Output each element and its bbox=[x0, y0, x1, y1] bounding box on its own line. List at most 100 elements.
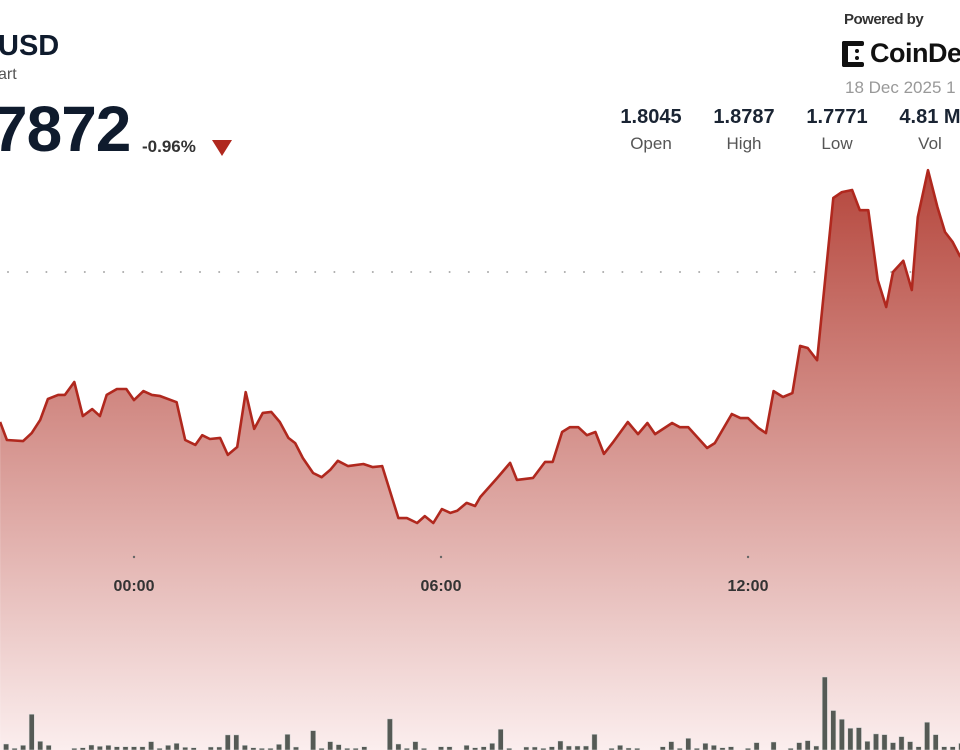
volume-bar bbox=[890, 742, 896, 750]
grid-dot bbox=[45, 271, 48, 273]
volume-bar bbox=[250, 747, 257, 750]
grid-dot bbox=[199, 271, 201, 273]
grid-dot bbox=[83, 271, 86, 273]
volume-bar bbox=[702, 743, 709, 750]
stat-label: Open bbox=[630, 134, 672, 153]
price-line bbox=[0, 168, 960, 525]
volume-bar bbox=[821, 676, 828, 750]
volume-bar bbox=[335, 744, 342, 750]
volume-bar bbox=[446, 746, 453, 750]
grid-dot bbox=[160, 271, 163, 273]
grid-dot bbox=[775, 271, 777, 273]
grid-dot bbox=[679, 271, 681, 273]
volume-bar bbox=[173, 743, 180, 750]
grid-dot bbox=[179, 271, 182, 273]
stat-label: Vol bbox=[918, 134, 942, 153]
stat-value: 1.8045 bbox=[620, 106, 682, 128]
volume-bar bbox=[216, 746, 223, 750]
volume-bar bbox=[907, 741, 913, 750]
price-change: -0.96% bbox=[142, 137, 196, 156]
volume-bar bbox=[770, 741, 777, 750]
grid-dot bbox=[64, 271, 67, 273]
volume-bar bbox=[566, 745, 572, 750]
volume-bar bbox=[497, 728, 504, 750]
grid-dot bbox=[141, 271, 144, 273]
volume-bar bbox=[387, 718, 393, 750]
coindesk-logo[interactable]: CoinDe bbox=[842, 38, 960, 69]
volume-bar bbox=[753, 742, 760, 750]
volume-bar bbox=[864, 741, 871, 750]
grid-dot bbox=[122, 271, 125, 273]
volume-bar bbox=[463, 745, 470, 750]
stat-value: 1.8787 bbox=[713, 106, 775, 128]
grid-dot bbox=[640, 271, 643, 273]
grid-dot bbox=[563, 271, 566, 273]
volume-bar bbox=[165, 745, 171, 750]
volume-bar bbox=[412, 741, 419, 750]
grid-dot bbox=[237, 271, 240, 273]
volume-bar bbox=[856, 727, 862, 750]
x-axis-ticks bbox=[132, 555, 750, 559]
volume-bar bbox=[284, 734, 291, 750]
grid-dot bbox=[525, 271, 528, 273]
down-arrow-icon bbox=[212, 140, 232, 156]
volume-bar bbox=[88, 744, 95, 750]
grid-dot bbox=[621, 271, 624, 273]
volume-bar bbox=[531, 746, 538, 750]
current-price: 7872 bbox=[0, 93, 131, 165]
grid-dot bbox=[256, 271, 259, 273]
grid-dot bbox=[103, 271, 105, 273]
grid-dot bbox=[583, 271, 585, 273]
grid-dot bbox=[352, 271, 355, 273]
volume-bar bbox=[472, 747, 478, 750]
volume-bar bbox=[915, 746, 922, 750]
volume-bar bbox=[574, 745, 581, 750]
grid-dot bbox=[333, 271, 336, 273]
volume-bar bbox=[591, 734, 598, 750]
stat-value: 1.7771 bbox=[806, 106, 868, 128]
volume-bar bbox=[949, 746, 956, 750]
volume-bar bbox=[395, 743, 402, 750]
volume-bar bbox=[881, 734, 888, 750]
x-tick-label: 06:00 bbox=[420, 578, 462, 595]
volume-bar bbox=[310, 730, 316, 750]
grid-dot bbox=[448, 271, 451, 273]
grid-dot bbox=[602, 271, 605, 273]
stat-high: 1.8787 High bbox=[699, 106, 789, 154]
stat-value: 4.81 M bbox=[899, 106, 960, 128]
volume-bar bbox=[114, 746, 120, 750]
volume-bar bbox=[480, 746, 487, 750]
grid-dot bbox=[909, 271, 912, 273]
x-tick-label: 12:00 bbox=[727, 578, 769, 595]
volume-bar bbox=[617, 745, 623, 750]
volume-bar bbox=[804, 740, 811, 750]
volume-bar bbox=[796, 742, 803, 750]
volume-bar bbox=[276, 744, 282, 750]
volume-bar bbox=[830, 710, 837, 750]
grid-dot bbox=[314, 271, 317, 273]
volume-bar bbox=[711, 745, 717, 750]
coindesk-logo-icon bbox=[842, 40, 866, 67]
grid-dot bbox=[813, 271, 816, 273]
volume-bar bbox=[79, 747, 86, 750]
stat-label: Low bbox=[821, 134, 853, 153]
stat-open: 1.8045 Open bbox=[606, 106, 696, 154]
volume-bar bbox=[813, 745, 820, 750]
volume-bar bbox=[489, 743, 496, 750]
grid-dot bbox=[26, 271, 29, 273]
grid-dot bbox=[391, 271, 393, 273]
volume-bar bbox=[37, 741, 44, 750]
brand-name: CoinDe bbox=[870, 38, 960, 68]
timestamp: 18 Dec 2025 1 bbox=[845, 78, 956, 97]
grid-dot bbox=[7, 271, 9, 273]
volume-bar bbox=[20, 745, 26, 750]
volume-bar bbox=[557, 740, 564, 750]
chart-subtitle: art bbox=[0, 66, 17, 83]
volume-bar bbox=[3, 743, 9, 750]
grid-dot bbox=[275, 271, 278, 273]
volume-bar bbox=[523, 746, 530, 750]
grid-dot bbox=[717, 271, 720, 273]
volume-bar bbox=[207, 746, 214, 750]
grid-dot bbox=[544, 271, 547, 273]
volume-bar bbox=[233, 734, 240, 750]
